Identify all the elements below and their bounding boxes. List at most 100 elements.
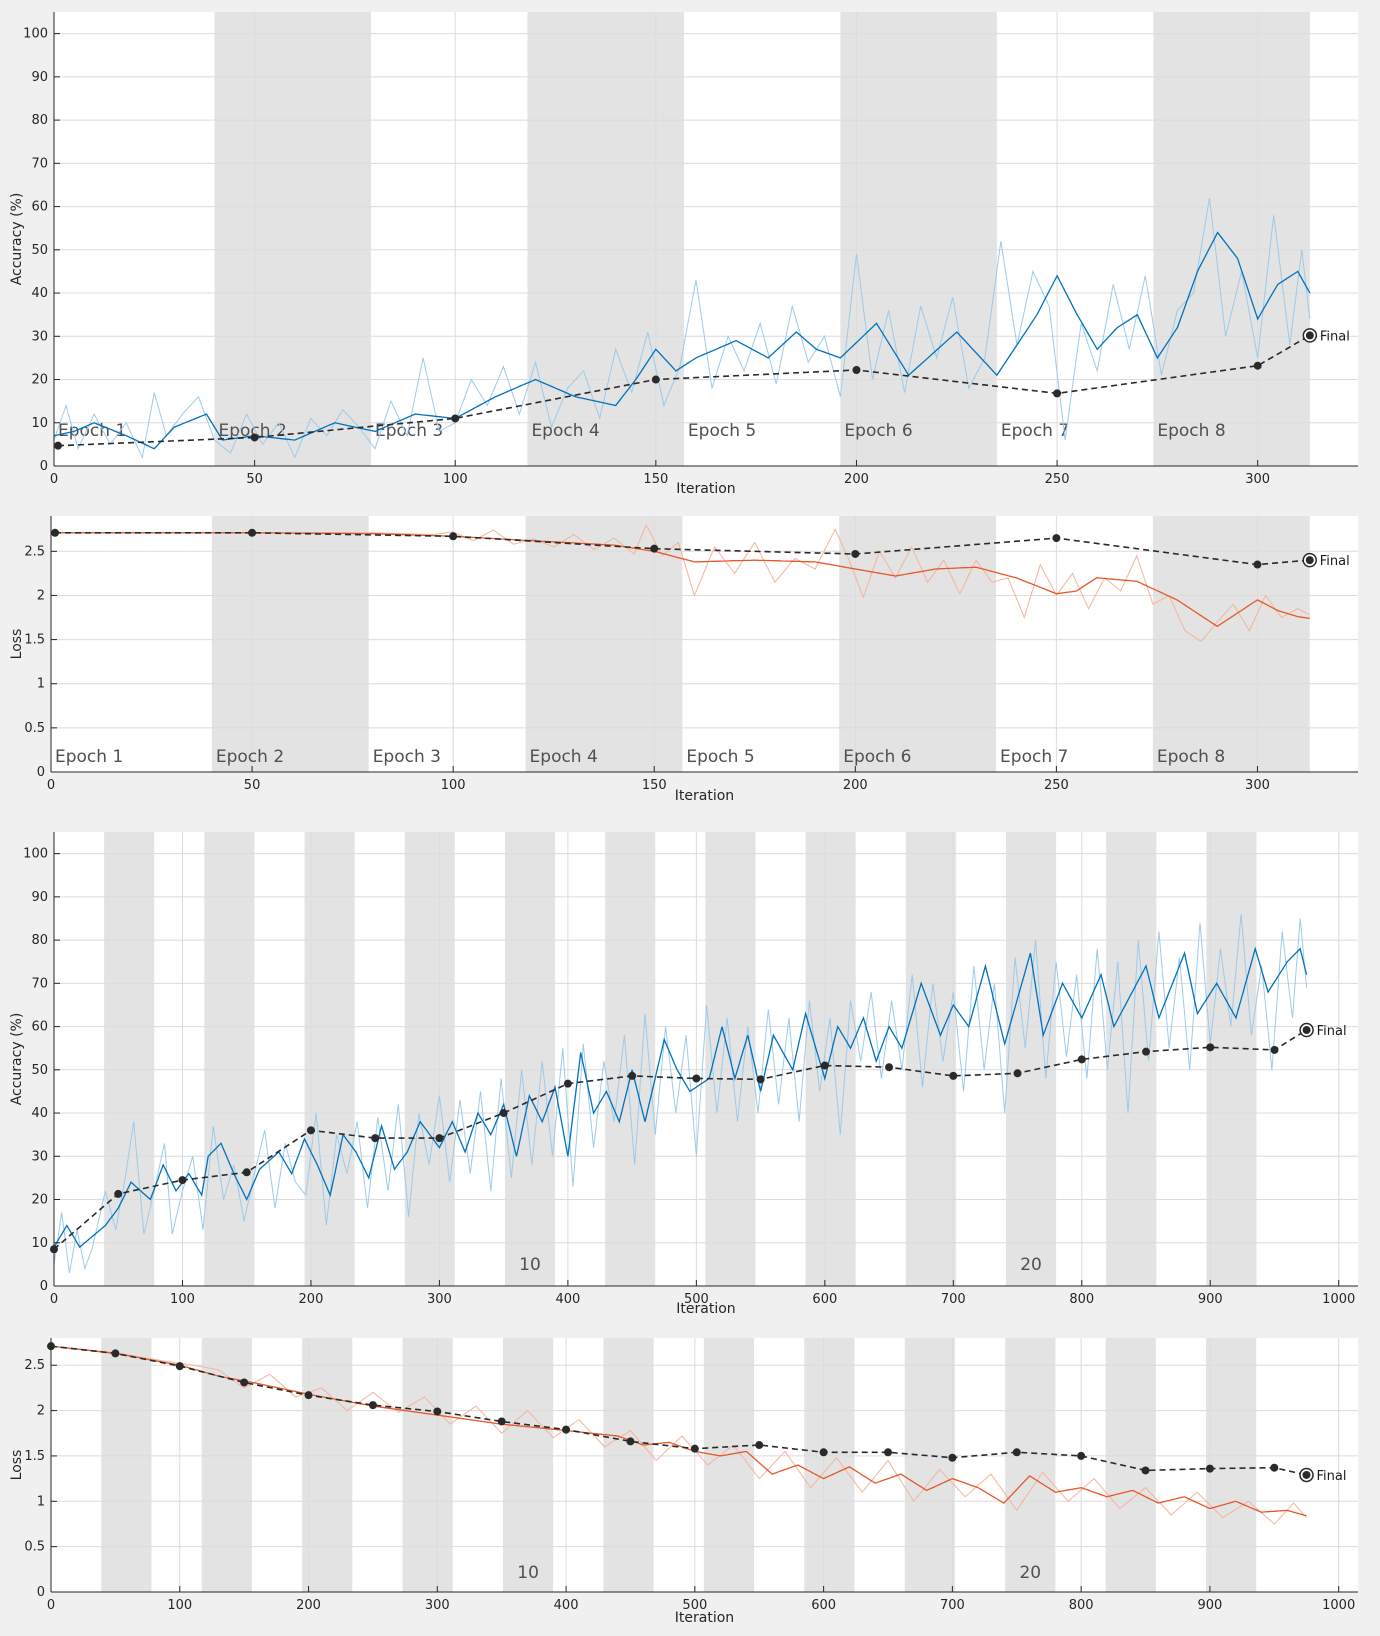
x-tick-label: 50	[246, 472, 263, 487]
epoch-band	[404, 832, 455, 1286]
y-axis-label: Accuracy (%)	[9, 193, 25, 286]
epoch-label: 10	[517, 1563, 539, 1583]
x-axis-label: Iteration	[676, 1301, 735, 1317]
validation-point	[1253, 361, 1262, 370]
validation-point	[368, 1401, 377, 1410]
y-tick-label: 20	[31, 1193, 48, 1208]
epoch-band	[703, 1338, 755, 1592]
x-tick-label: 200	[299, 1292, 324, 1307]
x-tick-label: 0	[50, 472, 58, 487]
y-tick-label: 60	[31, 1020, 48, 1035]
validation-point	[1053, 389, 1062, 398]
validation-point	[111, 1349, 120, 1358]
validation-point	[852, 366, 861, 375]
x-tick-label: 800	[1069, 1598, 1094, 1613]
validation-point	[563, 1079, 572, 1088]
epoch-band	[504, 832, 556, 1286]
epoch-label: Epoch 6	[844, 421, 912, 441]
epoch-band	[302, 1338, 353, 1592]
y-tick-label: 90	[31, 70, 48, 85]
y-tick-label: 0.5	[24, 721, 45, 736]
validation-point	[755, 1441, 764, 1450]
y-tick-label: 30	[31, 1149, 48, 1164]
epoch-label: Epoch 8	[1157, 747, 1225, 767]
epoch-label: Epoch 1	[55, 747, 123, 767]
validation-point	[692, 1074, 701, 1083]
x-tick-label: 250	[1045, 472, 1070, 487]
x-tick-label: 300	[1245, 472, 1270, 487]
smoothed-series-line	[53, 946, 1308, 1249]
raw-series-line	[53, 197, 1311, 460]
y-tick-label: 1	[37, 677, 45, 692]
validation-point	[1052, 534, 1061, 543]
epoch-label: 10	[519, 1255, 541, 1275]
x-axis-label: Iteration	[676, 481, 735, 497]
raw-series-line	[50, 1345, 1307, 1525]
validation-line	[57, 334, 1311, 447]
epoch-label: Epoch 3	[375, 421, 443, 441]
y-axis-label: Accuracy (%)	[9, 1013, 25, 1106]
epoch-band	[1206, 1338, 1257, 1592]
validation-point	[250, 433, 259, 442]
final-label: Final	[1320, 554, 1350, 569]
y-tick-label: 2.5	[24, 1358, 45, 1373]
epoch-band	[1005, 1338, 1056, 1592]
epoch-label: Epoch 7	[1000, 747, 1068, 767]
epoch-band	[804, 1338, 855, 1592]
x-tick-label: 100	[170, 1292, 195, 1307]
y-axis-label: Loss	[9, 629, 25, 660]
epoch-band	[204, 832, 255, 1286]
x-tick-label: 200	[844, 472, 869, 487]
epoch-band	[839, 516, 997, 772]
epoch-label: Epoch 3	[373, 747, 441, 767]
y-tick-label: 70	[31, 976, 48, 991]
epoch-band	[904, 1338, 955, 1592]
x-tick-label: 100	[443, 472, 468, 487]
x-tick-label: 700	[941, 1292, 966, 1307]
epoch-label: Epoch 8	[1157, 421, 1225, 441]
epoch-band	[605, 832, 656, 1286]
epoch-band	[101, 1338, 152, 1592]
x-tick-label: 600	[812, 1292, 837, 1307]
validation-point	[499, 1109, 508, 1118]
epoch-label: Epoch 4	[531, 421, 599, 441]
epoch-band	[805, 832, 856, 1286]
raw-series-line	[53, 914, 1308, 1274]
y-tick-label: 30	[31, 329, 48, 344]
epoch-label: Epoch 5	[686, 747, 754, 767]
y-tick-label: 1.5	[24, 1449, 45, 1464]
validation-point	[628, 1071, 637, 1080]
validation-point	[1142, 1047, 1151, 1056]
x-tick-label: 500	[684, 1292, 709, 1307]
run1-accuracy-panel: Epoch 1 Epoch 2 Epoch 3 Epoch 4 Epoch 5 Epoch…	[9, 12, 1358, 497]
y-tick-label: 100	[23, 847, 48, 862]
y-tick-label: 20	[31, 373, 48, 388]
x-tick-label: 600	[811, 1598, 836, 1613]
validation-point	[1206, 1043, 1215, 1052]
x-tick-label: 500	[682, 1598, 707, 1613]
epoch-band	[304, 832, 355, 1286]
x-tick-label: 150	[642, 778, 667, 793]
y-tick-label: 0	[37, 1585, 45, 1600]
final-marker-dot	[1302, 1470, 1311, 1479]
epoch-label: Epoch 6	[843, 747, 911, 767]
y-tick-label: 2	[37, 1404, 45, 1419]
smoothed-series-line	[50, 1345, 1307, 1517]
x-tick-label: 900	[1198, 1598, 1223, 1613]
x-tick-label: 300	[1245, 778, 1270, 793]
validation-point	[949, 1071, 958, 1080]
epoch-band	[211, 516, 369, 772]
epoch-band	[840, 12, 997, 466]
validation-point	[851, 549, 860, 558]
y-tick-label: 1.5	[24, 633, 45, 648]
y-tick-label: 90	[31, 890, 48, 905]
validation-point	[435, 1134, 444, 1143]
validation-point	[690, 1444, 699, 1453]
y-tick-label: 0	[40, 1279, 48, 1294]
y-tick-label: 2	[37, 588, 45, 603]
final-marker-dot	[1302, 1026, 1311, 1035]
epoch-band	[527, 12, 684, 466]
y-tick-label: 70	[31, 156, 48, 171]
validation-point	[883, 1448, 892, 1457]
validation-point	[819, 1448, 828, 1457]
